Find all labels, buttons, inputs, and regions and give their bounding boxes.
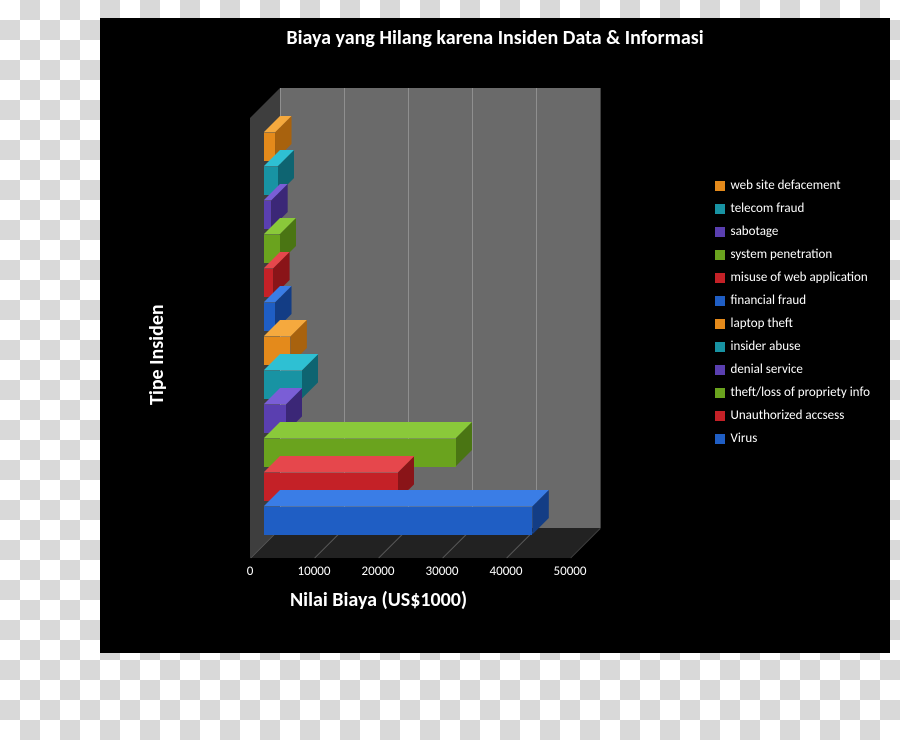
legend-label: denial service	[731, 362, 803, 377]
legend-swatch	[715, 365, 725, 375]
legend-label: financial fraud	[731, 293, 807, 308]
x-tick: 50000	[554, 564, 587, 579]
legend-item: Virus	[715, 431, 871, 446]
legend-swatch	[715, 181, 725, 191]
legend-swatch	[715, 342, 725, 352]
x-tick: 30000	[426, 564, 459, 579]
legend-label: misuse of web application	[731, 270, 868, 285]
legend-item: laptop theft	[715, 316, 871, 331]
legend-item: misuse of web application	[715, 270, 871, 285]
y-axis-label: Tipe Insiden	[145, 304, 169, 405]
legend-item: telecom fraud	[715, 201, 871, 216]
legend-label: system penetration	[731, 247, 833, 262]
legend-label: laptop theft	[731, 316, 793, 331]
chart-title: Biaya yang Hilang karena Insiden Data & …	[100, 26, 890, 50]
legend-swatch	[715, 227, 725, 237]
legend-swatch	[715, 411, 725, 421]
legend-swatch	[715, 434, 725, 444]
legend-label: sabotage	[731, 224, 779, 239]
legend-item: denial service	[715, 362, 871, 377]
legend-item: insider abuse	[715, 339, 871, 354]
legend-item: Unauthorized accsess	[715, 408, 871, 423]
legend-label: insider abuse	[731, 339, 801, 354]
x-tick: 0	[247, 564, 254, 579]
legend-swatch	[715, 388, 725, 398]
legend-label: telecom fraud	[731, 201, 805, 216]
legend-item: system penetration	[715, 247, 871, 262]
legend-item: sabotage	[715, 224, 871, 239]
legend-item: financial fraud	[715, 293, 871, 308]
legend-swatch	[715, 250, 725, 260]
x-tick: 40000	[490, 564, 523, 579]
legend-label: Virus	[731, 431, 758, 446]
x-axis-label: Nilai Biaya (US$1000)	[290, 588, 467, 612]
legend-label: theft/loss of propriety info	[731, 385, 871, 400]
legend-label: Unauthorized accsess	[731, 408, 845, 423]
chart-panel: Biaya yang Hilang karena Insiden Data & …	[100, 18, 890, 653]
plot-area	[250, 88, 600, 558]
legend-swatch	[715, 319, 725, 329]
transparency-background: Biaya yang Hilang karena Insiden Data & …	[0, 0, 900, 740]
legend: web site defacement telecom fraud sabotage…	[715, 178, 871, 454]
x-tick: 10000	[298, 564, 331, 579]
legend-swatch	[715, 204, 725, 214]
legend-swatch	[715, 273, 725, 283]
legend-item: theft/loss of propriety info	[715, 385, 871, 400]
legend-item: web site defacement	[715, 178, 871, 193]
legend-swatch	[715, 296, 725, 306]
x-tick: 20000	[362, 564, 395, 579]
legend-label: web site defacement	[731, 178, 841, 193]
